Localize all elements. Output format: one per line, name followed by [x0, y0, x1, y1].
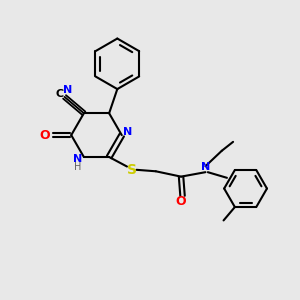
- Text: H: H: [74, 161, 81, 172]
- Text: N: N: [201, 162, 211, 172]
- Text: O: O: [176, 195, 186, 208]
- Text: N: N: [63, 85, 72, 95]
- Text: O: O: [39, 129, 50, 142]
- Text: N: N: [73, 154, 82, 164]
- Text: C: C: [55, 89, 63, 99]
- Text: N: N: [123, 127, 132, 137]
- Text: S: S: [127, 163, 137, 177]
